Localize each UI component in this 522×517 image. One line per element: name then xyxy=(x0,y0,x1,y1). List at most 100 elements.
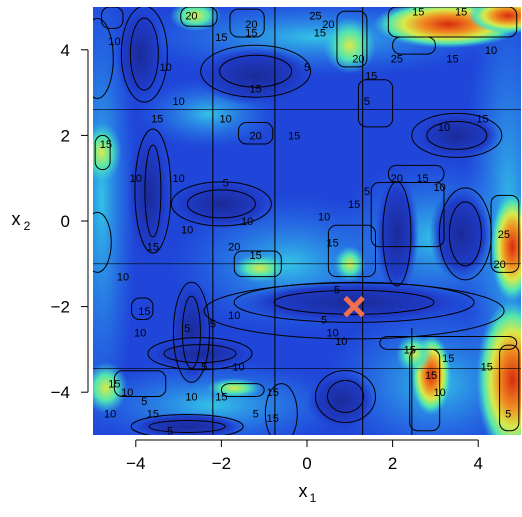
contour-label: 10 xyxy=(438,122,450,134)
heat-region xyxy=(490,191,521,302)
contour-label: 5 xyxy=(210,319,216,331)
contour-label: 15 xyxy=(404,344,416,356)
contour-label: 20 xyxy=(391,173,403,185)
contour-label: 10 xyxy=(220,113,232,125)
contour-line xyxy=(134,128,172,254)
contour-label: 15 xyxy=(250,250,262,262)
contour-line xyxy=(220,383,265,397)
contour-label: 10 xyxy=(104,409,116,421)
x-tick-label: −2 xyxy=(212,454,231,473)
heat-region xyxy=(93,361,128,414)
x-axis-title-subscript: 1 xyxy=(310,491,317,505)
contour-line xyxy=(499,344,520,432)
contour-line xyxy=(411,112,503,158)
contour-line xyxy=(219,54,293,88)
contour-label: 5 xyxy=(304,62,310,74)
contour-label: 10 xyxy=(121,387,133,399)
contour-line xyxy=(379,336,518,350)
contour-label: 15 xyxy=(481,362,493,374)
contour-line xyxy=(264,383,298,435)
heat-region xyxy=(429,185,494,282)
contour-label: 5 xyxy=(321,314,327,326)
optimum-marker xyxy=(343,295,365,318)
x-tick-label: −4 xyxy=(126,454,145,473)
contour-label: 5 xyxy=(141,396,147,408)
contour-label: 10 xyxy=(172,173,184,185)
contour-line xyxy=(229,8,265,38)
contour-line xyxy=(315,369,377,423)
contour-line xyxy=(238,122,274,145)
contour-label: 5 xyxy=(167,426,173,438)
contour-label: 10 xyxy=(327,327,339,339)
heat-region xyxy=(231,254,288,283)
heat-region xyxy=(476,299,521,435)
contour-label: 20 xyxy=(493,259,505,271)
heat-region xyxy=(166,177,277,230)
y-axis-title-subscript: 2 xyxy=(24,219,31,233)
contour-label: 10 xyxy=(185,391,197,403)
contour-label: 15 xyxy=(138,306,150,318)
contour-label: 20 xyxy=(322,19,334,31)
heat-region xyxy=(396,333,432,374)
contour-label: 10 xyxy=(335,336,347,348)
contour-line xyxy=(426,120,488,150)
contour-label: 10 xyxy=(232,362,244,374)
contour-label: 5 xyxy=(505,409,511,421)
contour-label: 15 xyxy=(412,6,424,18)
contour-label: 15 xyxy=(446,53,458,65)
contour-line xyxy=(163,344,237,364)
contour-label: 10 xyxy=(434,387,446,399)
x-tick-label: 4 xyxy=(473,454,482,473)
contour-line xyxy=(336,10,368,68)
contour-line xyxy=(181,295,201,369)
contour-line xyxy=(203,282,505,340)
heat-region xyxy=(145,335,255,372)
contour-label: 15 xyxy=(425,370,437,382)
y-axis-title: x xyxy=(12,209,21,229)
contour-line xyxy=(130,413,244,435)
contour-line xyxy=(93,211,112,273)
contour-line xyxy=(144,144,162,238)
contour-line xyxy=(327,379,365,413)
contour-line xyxy=(180,7,218,27)
heat-region xyxy=(169,7,222,32)
x-tick-label: 0 xyxy=(302,454,311,473)
contour-label: 5 xyxy=(253,409,259,421)
contour-label: 10 xyxy=(228,310,240,322)
contour-label: 15 xyxy=(476,113,488,125)
contour-line xyxy=(273,289,435,315)
contour-line xyxy=(113,370,167,397)
contour-label: 15 xyxy=(250,83,262,95)
contour-label: 15 xyxy=(442,353,454,365)
contour-label: 10 xyxy=(485,45,497,57)
contour-line xyxy=(101,7,124,29)
contour-label: 10 xyxy=(134,327,146,339)
contour-label: 20 xyxy=(245,19,257,31)
contour-label: 20 xyxy=(352,53,364,65)
contour-label: 10 xyxy=(434,182,446,194)
contour-line xyxy=(93,17,114,99)
contour-label: 10 xyxy=(160,62,172,74)
contour-line xyxy=(120,7,168,103)
contour-line xyxy=(148,419,226,433)
contour-label: 15 xyxy=(288,130,300,142)
contour-line xyxy=(357,79,394,128)
contour-label: 5 xyxy=(364,186,370,198)
heat-region xyxy=(206,377,263,398)
contour-lines xyxy=(93,7,521,435)
contour-label: 15 xyxy=(108,379,120,391)
contour-label: 10 xyxy=(318,212,330,224)
contour-line xyxy=(170,181,272,227)
y-tick-label: −2 xyxy=(51,298,70,317)
contour-label: 5 xyxy=(223,177,229,189)
contour-label: 5 xyxy=(364,96,370,108)
contour-label: 10 xyxy=(117,272,129,284)
contour-label: 10 xyxy=(108,36,120,48)
contour-label: 15 xyxy=(100,139,112,151)
contour-label: 15 xyxy=(147,242,159,254)
contour-line xyxy=(131,297,154,320)
heat-region xyxy=(195,45,316,106)
contour-label: 20 xyxy=(250,130,262,142)
